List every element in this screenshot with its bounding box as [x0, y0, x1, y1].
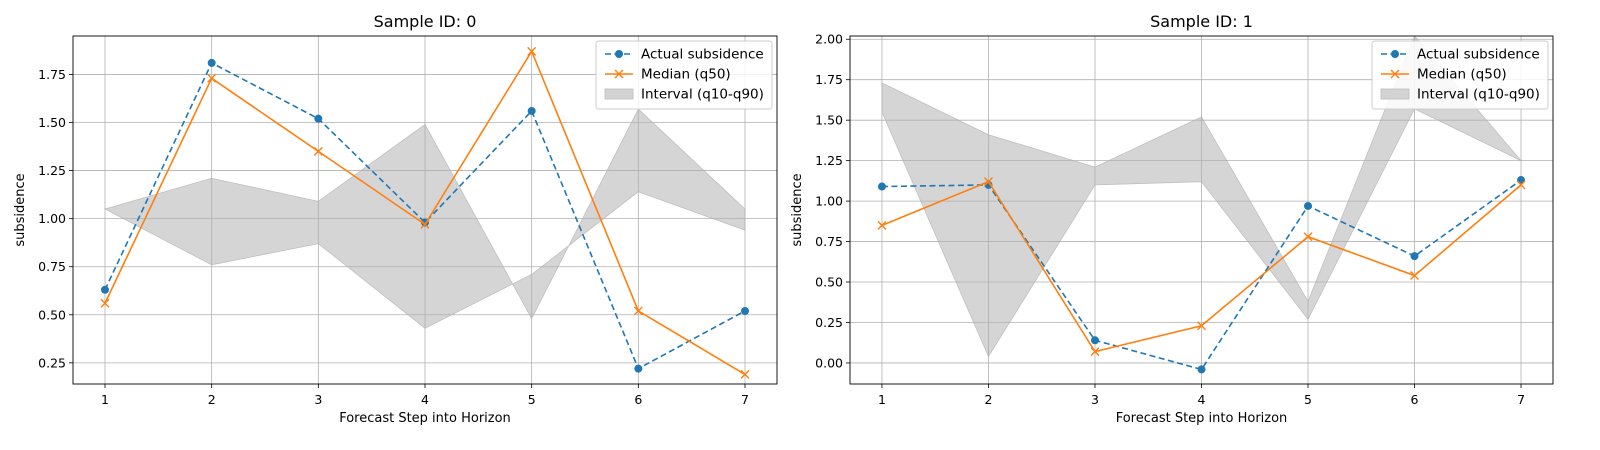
data-point	[313, 146, 323, 156]
y-tick-label: 0.50	[38, 307, 66, 322]
x-tick-label: 5	[1304, 392, 1312, 407]
y-tick-label: 0.00	[815, 355, 843, 370]
data-point	[877, 182, 886, 191]
y-tick-label: 0.75	[38, 259, 66, 274]
data-point	[207, 58, 216, 67]
chart-title: Sample ID: 0	[374, 12, 477, 31]
y-tick-label: 0.25	[38, 355, 66, 370]
data-point	[983, 177, 993, 187]
legend-marker	[614, 69, 624, 79]
data-point	[633, 306, 643, 316]
data-point	[1304, 201, 1313, 210]
data-point	[1516, 180, 1526, 190]
x-axis-label: Forecast Step into Horizon	[339, 411, 511, 426]
legend-label: Interval (q10-q90)	[641, 87, 764, 103]
x-tick-label: 6	[1411, 392, 1419, 407]
legend: Actual subsidence Median (q50) Interval (q…	[595, 40, 773, 110]
data-point	[1197, 321, 1206, 331]
y-tick-label: 0.25	[815, 315, 843, 330]
x-tick-label: 6	[634, 392, 642, 407]
data-point	[527, 106, 536, 115]
y-tick-label: 1.75	[815, 72, 843, 87]
data-point	[877, 220, 887, 230]
x-axis-label: Forecast Step into Horizon	[1116, 411, 1288, 426]
legend-label: Median (q50)	[641, 67, 731, 83]
y-tick-label: 1.50	[38, 115, 66, 130]
data-point	[314, 114, 323, 123]
data-point	[1197, 365, 1206, 374]
y-axis-label: subsidence	[13, 173, 28, 246]
x-tick-label: 7	[741, 392, 749, 407]
axes-frame	[849, 35, 1554, 385]
y-tick-label: 1.75	[38, 67, 66, 82]
chart-panel-0: 1 2 3 4 5 6 7 0.25 0.50 0.75 1.00 1.25 1.50 1.75 Sampl…	[13, 12, 778, 426]
data-point	[527, 46, 537, 56]
y-tick-label: 1.25	[38, 163, 66, 178]
legend-label: Median (q50)	[1417, 67, 1507, 83]
legend-label: Interval (q10-q90)	[1417, 87, 1540, 103]
data-point	[1090, 336, 1099, 345]
x-tick-label: 1	[878, 392, 886, 407]
y-tick-label: 1.50	[815, 113, 843, 128]
legend-marker	[615, 50, 623, 58]
legend: Actual subsidence Median (q50) Interval (q…	[1371, 40, 1549, 110]
x-tick-label: 4	[1198, 392, 1206, 407]
legend-marker	[1391, 50, 1399, 58]
y-tick-label: 0.50	[815, 275, 843, 290]
data-point	[101, 285, 109, 294]
x-tick-label: 5	[528, 392, 536, 407]
x-tick-label: 3	[1091, 392, 1099, 407]
legend-label: Actual subsidence	[641, 47, 764, 63]
interval-band	[881, 35, 1522, 358]
data-point	[741, 306, 749, 315]
axes-frame	[72, 35, 778, 385]
x-tick-label: 2	[984, 392, 992, 407]
x-tick-label: 7	[1517, 392, 1525, 407]
y-tick-label: 2.00	[815, 32, 843, 47]
x-tick-label: 4	[421, 392, 429, 407]
legend-label: Actual subsidence	[1417, 47, 1540, 63]
data-point	[420, 219, 430, 229]
x-tick-label: 1	[101, 392, 109, 407]
y-tick-label: 1.25	[815, 153, 843, 168]
data-point	[1090, 347, 1100, 357]
x-tick-label: 2	[208, 392, 216, 407]
legend-marker	[1390, 69, 1400, 79]
legend-swatch	[604, 88, 634, 100]
y-axis-label: subsidence	[790, 173, 805, 246]
x-tick-label: 3	[314, 392, 322, 407]
data-point	[100, 298, 110, 308]
data-point	[634, 364, 643, 373]
legend-box	[595, 40, 773, 110]
data-point	[1303, 232, 1313, 242]
legend-swatch	[1380, 88, 1410, 100]
data-point	[207, 73, 217, 83]
y-tick-label: 1.00	[815, 194, 843, 209]
data-point	[1410, 271, 1420, 281]
chart-title: Sample ID: 1	[1150, 12, 1253, 31]
data-point	[1410, 252, 1419, 261]
chart-panel-1: 1 2 3 4 5 6 7 0.00 0.25 0.50 0.75 1.00 1.25 1.50 1.75 2…	[790, 12, 1554, 426]
y-tick-label: 1.00	[38, 211, 66, 226]
data-point	[740, 369, 750, 379]
legend-box	[1371, 40, 1549, 110]
y-tick-label: 0.75	[815, 234, 843, 249]
